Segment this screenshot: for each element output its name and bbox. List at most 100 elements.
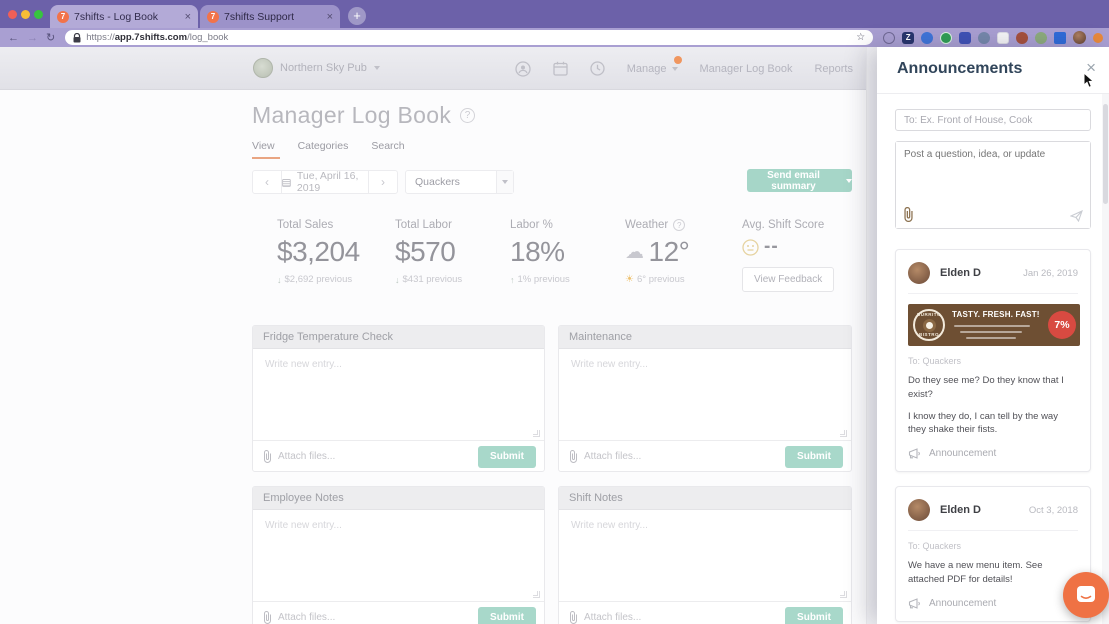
stat-previous-text: 6° previous — [636, 274, 685, 285]
panel-scrollbar[interactable] — [1102, 94, 1109, 624]
next-day-button[interactable]: › — [381, 175, 385, 189]
company-switcher[interactable]: Northern Sky Pub — [253, 58, 380, 78]
announcement-to-input[interactable] — [895, 109, 1091, 131]
extension-icon[interactable] — [959, 31, 972, 44]
send-icon[interactable] — [1070, 210, 1083, 222]
attached-image-burrito-bistro[interactable]: BURRITO BISTRO TASTY. FRESH. FAST! 7% — [908, 304, 1080, 346]
attach-files-label: Attach files... — [584, 612, 642, 623]
announcement-text: We have a new menu item. See attached PD… — [908, 560, 1043, 585]
announcement-card: Elden D Oct 3, 2018 To: Quackers We have… — [895, 486, 1091, 622]
announcement-head: Elden D Jan 26, 2019 — [908, 262, 1078, 294]
announcement-post-textarea[interactable] — [896, 142, 1090, 228]
close-tab-icon[interactable]: × — [184, 10, 191, 23]
close-icon[interactable]: × — [1086, 58, 1096, 77]
paperclip-icon — [264, 450, 271, 463]
company-name: Northern Sky Pub — [280, 62, 367, 74]
window-close-button[interactable] — [8, 10, 17, 19]
tab-categories[interactable]: Categories — [297, 140, 349, 152]
nav-manager-log-book[interactable]: Manager Log Book — [699, 62, 793, 75]
app-main-region: Northern Sky Pub Manage Manager Log Book… — [0, 47, 877, 624]
window-zoom-button[interactable] — [34, 10, 43, 19]
view-tabs: View Categories Search — [252, 140, 405, 152]
new-tab-button[interactable]: + — [348, 7, 366, 25]
resize-handle[interactable] — [533, 430, 540, 437]
submit-button[interactable]: Submit — [478, 606, 536, 624]
page-scrollbar[interactable] — [866, 47, 877, 624]
send-email-summary-label: Send email summary — [767, 169, 820, 192]
tab-view[interactable]: View — [252, 140, 275, 152]
stat-value: $3,204 — [277, 236, 360, 267]
help-icon[interactable]: ? — [673, 219, 686, 231]
paperclip-icon — [570, 450, 577, 463]
extension-icon[interactable] — [978, 31, 991, 44]
nav-manage[interactable]: Manage — [627, 55, 682, 75]
resize-handle[interactable] — [533, 591, 540, 598]
browser-tab-support[interactable]: 7 7shifts Support × — [200, 5, 340, 28]
extension-icon[interactable] — [1093, 32, 1104, 43]
clock-icon[interactable] — [590, 61, 605, 76]
submit-button[interactable]: Submit — [785, 606, 843, 624]
discount-badge: 7% — [1048, 311, 1076, 339]
extension-icon[interactable] — [1054, 31, 1067, 44]
browser-tabstrip: 7 7shifts - Log Book × 7 7shifts Support… — [0, 0, 1109, 28]
resize-handle[interactable] — [840, 430, 847, 437]
url-path: /log_book — [187, 32, 229, 43]
intercom-chat-button[interactable] — [1063, 572, 1109, 618]
send-email-summary-button[interactable]: Send email summary — [747, 169, 852, 192]
entry-textarea[interactable] — [253, 510, 544, 601]
log-card-body — [253, 510, 544, 601]
extension-icon[interactable] — [1016, 31, 1029, 44]
submit-button[interactable]: Submit — [785, 445, 843, 468]
stat-value: $570 — [395, 236, 456, 267]
extension-icon[interactable] — [940, 31, 953, 44]
log-card-footer: Attach files... Submit — [253, 440, 544, 471]
browser-tab-active[interactable]: 7 7shifts - Log Book × — [50, 5, 198, 28]
banner-fineprint — [954, 325, 1030, 327]
attach-files-button[interactable]: Attach files... — [569, 450, 785, 463]
extension-icon[interactable]: Z — [902, 31, 915, 44]
browser-toolbar: ← → ↻ https://app.7shifts.com/log_book ☆… — [0, 28, 1109, 47]
address-bar[interactable]: https://app.7shifts.com/log_book ☆ — [65, 30, 874, 45]
submit-button[interactable]: Submit — [478, 445, 536, 468]
entry-textarea[interactable] — [559, 510, 851, 601]
previous-day-button[interactable]: ‹ — [265, 175, 269, 189]
score-value: -- — [764, 236, 779, 257]
paperclip-icon[interactable] — [903, 207, 914, 222]
stat-label: Total Sales — [277, 219, 334, 231]
calendar-icon[interactable] — [553, 61, 568, 76]
browser-profile-avatar[interactable] — [1073, 31, 1087, 44]
stat-weather: Weather ? ☁ 12° ☀ 6° previous — [625, 219, 737, 285]
stat-labor-percent: Labor % 18% ↑ 1% previous — [510, 219, 622, 285]
date-picker-button[interactable]: Tue, April 16, 2019 — [281, 170, 369, 194]
7shifts-favicon: 7 — [57, 10, 69, 23]
help-icon[interactable]: ? — [460, 108, 476, 123]
bookmark-star-icon[interactable]: ☆ — [856, 32, 866, 43]
attach-files-button[interactable]: Attach files... — [569, 611, 785, 624]
reload-icon[interactable]: ↻ — [46, 32, 56, 44]
window-minimize-button[interactable] — [21, 10, 30, 19]
scrollbar-thumb[interactable] — [1103, 104, 1108, 204]
user-circle-icon[interactable] — [515, 60, 531, 77]
team-select[interactable]: Quackers — [405, 170, 514, 194]
extension-icon[interactable] — [883, 31, 896, 44]
log-card-fridge-temperature: Fridge Temperature Check Attach files...… — [252, 325, 545, 472]
log-card-title: Employee Notes — [253, 487, 544, 510]
announcement-tag: Announcement — [908, 448, 1078, 459]
attach-files-button[interactable]: Attach files... — [263, 611, 478, 624]
forward-icon[interactable]: → — [27, 31, 38, 44]
active-tab-underline — [252, 157, 280, 159]
entry-textarea[interactable] — [559, 349, 851, 440]
mouse-cursor — [1083, 72, 1095, 88]
attach-files-button[interactable]: Attach files... — [263, 450, 478, 463]
back-icon[interactable]: ← — [8, 31, 19, 44]
tab-search[interactable]: Search — [371, 140, 405, 152]
extension-icon[interactable] — [921, 31, 934, 44]
chevron-down-icon — [846, 178, 852, 183]
extension-icon[interactable] — [1035, 31, 1048, 44]
extension-icon[interactable] — [997, 31, 1010, 44]
close-tab-icon[interactable]: × — [326, 10, 333, 23]
nav-reports[interactable]: Reports — [814, 62, 853, 75]
entry-textarea[interactable] — [253, 349, 544, 440]
resize-handle[interactable] — [840, 591, 847, 598]
view-feedback-button[interactable]: View Feedback — [742, 267, 835, 292]
